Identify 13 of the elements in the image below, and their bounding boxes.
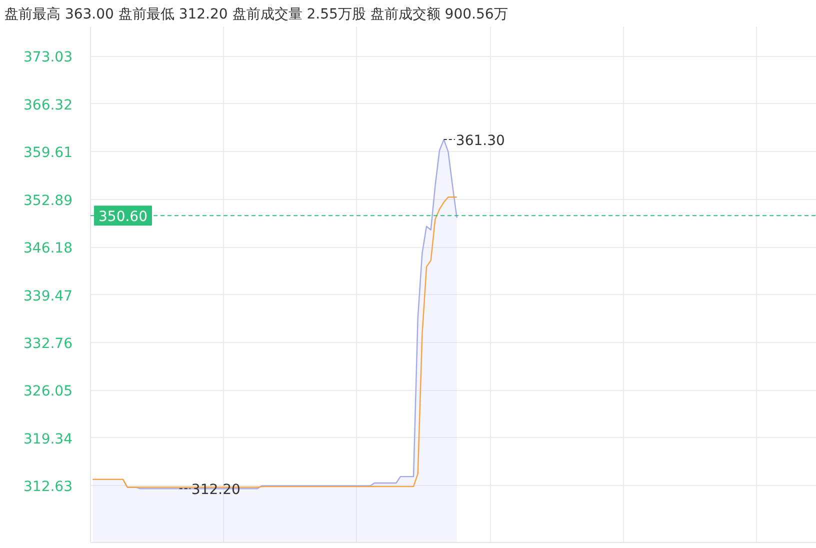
y-tick-label: 359.61: [24, 145, 73, 162]
chart-title: 盘前最高 363.00 盘前最低 312.20 盘前成交量 2.55万股 盘前成交额 900.56万: [4, 6, 508, 22]
y-tick-label: 332.76: [24, 336, 73, 352]
y-tick-label: 312.63: [24, 479, 73, 496]
ref-line-label: 350.60: [98, 209, 148, 226]
y-tick-label: 373.03: [24, 50, 73, 66]
y-tick-label: 352.89: [24, 192, 73, 209]
y-tick-label: 326.05: [24, 384, 73, 400]
y-tick-label: 339.47: [24, 288, 73, 304]
y-tick-label: 366.32: [24, 97, 73, 114]
y-tick-label: 346.18: [24, 240, 73, 257]
y-tick-label: 319.34: [24, 431, 73, 448]
data-label: 361.30: [456, 133, 505, 150]
